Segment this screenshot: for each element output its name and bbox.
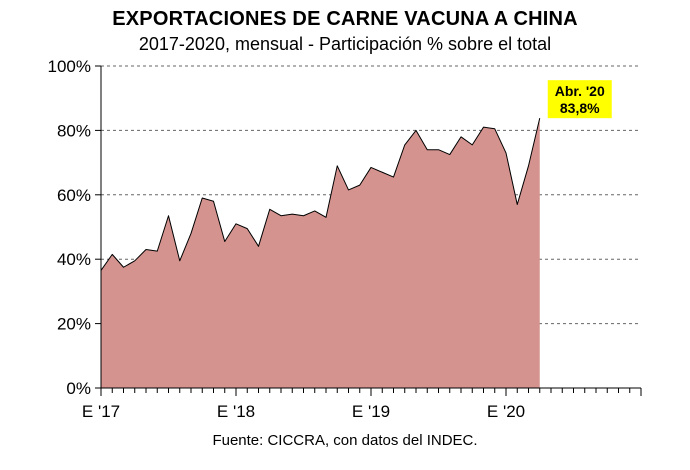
y-tick-label: 40% <box>57 250 91 269</box>
series-line <box>100 118 541 271</box>
chart-source: Fuente: CICCRA, con datos del INDEC. <box>212 432 478 449</box>
annotation-label: Abr. '20 <box>555 83 605 99</box>
y-tick-label: 0% <box>66 379 91 398</box>
chart-subtitle: 2017-2020, mensual - Participación % sob… <box>138 34 552 54</box>
y-tick-label: 80% <box>57 121 91 140</box>
x-tick-label: E '17 <box>82 402 120 421</box>
series-area <box>101 118 540 388</box>
x-tick-label: E '20 <box>487 402 525 421</box>
annotation-value: 83,8% <box>560 100 600 116</box>
x-tick-label: E '18 <box>217 402 255 421</box>
y-tick-label: 60% <box>57 186 91 205</box>
y-tick-label: 20% <box>57 315 91 334</box>
annotation-box <box>547 80 612 119</box>
x-tick-label: E '19 <box>352 402 390 421</box>
y-tick-label: 100% <box>48 57 91 76</box>
chart-title: EXPORTACIONES DE CARNE VACUNA A CHINA <box>112 8 578 30</box>
